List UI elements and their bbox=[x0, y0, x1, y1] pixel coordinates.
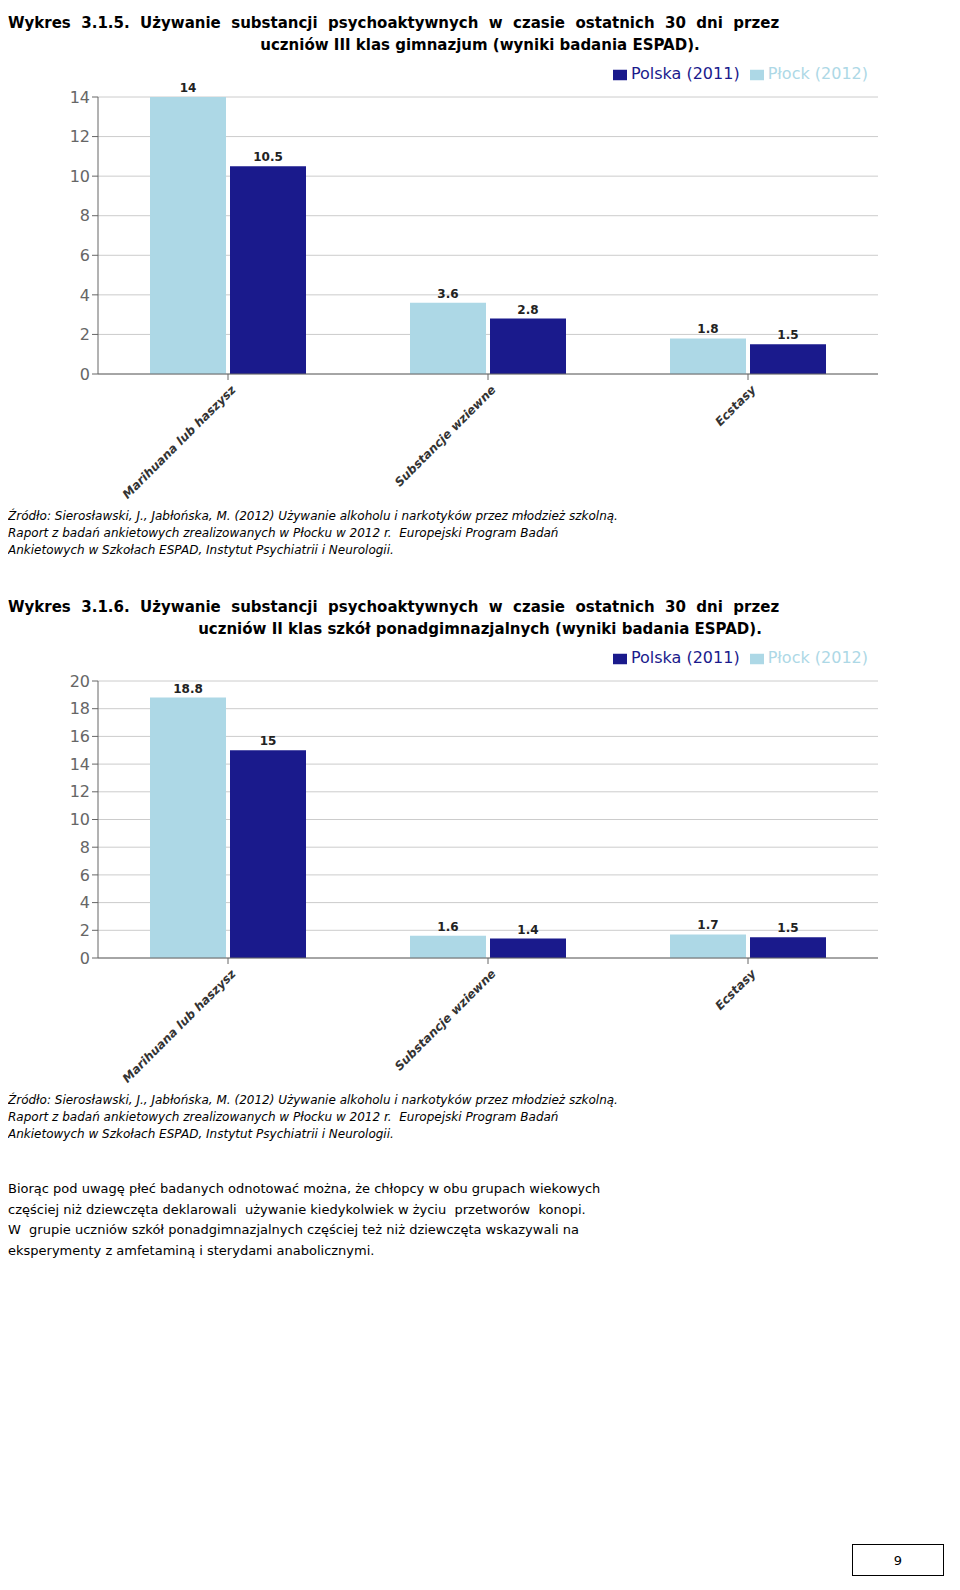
html-text:Płock (2012): Płock (2012) bbox=[767, 648, 868, 668]
svg-text:14: 14 bbox=[70, 755, 90, 774]
svg-text:Ecstasy: Ecstasy bbox=[712, 966, 759, 1013]
svg-text:10: 10 bbox=[70, 811, 90, 830]
html-text:eksperymenty z amfetaminą i st: eksperymenty z amfetaminą i sterydami an… bbox=[8, 1243, 375, 1259]
html-text:uczniów II klas szkół ponadgim: uczniów II klas szkół ponadgimnazjalnych… bbox=[198, 620, 762, 639]
svg-text:4: 4 bbox=[80, 286, 90, 305]
html-text:9: 9 bbox=[893, 1552, 903, 1568]
svg-text:Marihuana lub haszysz: Marihuana lub haszysz bbox=[120, 382, 240, 502]
svg-text:15: 15 bbox=[260, 735, 277, 749]
html-text:Wykres 3.1.6. Używanie substan: Wykres 3.1.6. Używanie substancji psycho… bbox=[8, 598, 780, 617]
svg-text:1.7: 1.7 bbox=[697, 919, 718, 933]
svg-text:3.6: 3.6 bbox=[437, 287, 458, 301]
html-text:Biorąc pod uwagę płeć badanych: Biorąc pod uwagę płeć badanych odnotować… bbox=[8, 1180, 601, 1196]
svg-text:1.5: 1.5 bbox=[777, 922, 798, 936]
svg-text:Ecstasy: Ecstasy bbox=[712, 382, 759, 429]
svg-text:1.5: 1.5 bbox=[777, 328, 798, 342]
html-text:Źródło: Sierosławski, J., Jabł: Źródło: Sierosławski, J., Jabłońska, M. … bbox=[8, 509, 618, 557]
html-text:uczniów III klas gimnazjum (wy: uczniów III klas gimnazjum (wyniki badan… bbox=[260, 36, 700, 54]
svg-text:14: 14 bbox=[70, 88, 90, 107]
svg-text:12: 12 bbox=[70, 783, 90, 802]
svg-text:0: 0 bbox=[80, 365, 90, 384]
svg-text:8: 8 bbox=[80, 838, 90, 857]
html-text:Polska (2011): Polska (2011) bbox=[630, 64, 740, 83]
svg-text:2.8: 2.8 bbox=[517, 303, 538, 317]
html-text:Źródło: Sierosławski, J., Jabł: Źródło: Sierosławski, J., Jabłońska, M. … bbox=[8, 1093, 618, 1141]
svg-text:1.4: 1.4 bbox=[517, 923, 538, 937]
svg-text:8: 8 bbox=[80, 206, 90, 225]
svg-text:16: 16 bbox=[70, 727, 90, 746]
svg-text:10: 10 bbox=[70, 167, 90, 186]
svg-text:0: 0 bbox=[80, 949, 90, 968]
svg-text:2: 2 bbox=[80, 921, 90, 940]
svg-text:Substancje wziewne: Substancje wziewne bbox=[392, 383, 499, 490]
html-text:W grupie uczniów szkół ponadgi: W grupie uczniów szkół ponadgimnazjalnyc… bbox=[8, 1222, 579, 1238]
svg-text:20: 20 bbox=[70, 672, 90, 691]
html-text:Płock (2012): Płock (2012) bbox=[767, 64, 868, 83]
html-text:Wykres 3.1.5. Używanie substan: Wykres 3.1.5. Używanie substancji psycho… bbox=[8, 14, 780, 32]
svg-text:18: 18 bbox=[70, 700, 90, 719]
svg-text:Marihuana lub haszysz: Marihuana lub haszysz bbox=[120, 966, 240, 1086]
svg-text:18.8: 18.8 bbox=[173, 682, 203, 696]
svg-text:12: 12 bbox=[70, 127, 90, 146]
svg-text:10.5: 10.5 bbox=[253, 150, 283, 164]
html-text:Polska (2011): Polska (2011) bbox=[630, 648, 740, 668]
svg-text:4: 4 bbox=[80, 894, 90, 913]
svg-text:2: 2 bbox=[80, 325, 90, 344]
svg-text:1.6: 1.6 bbox=[437, 920, 458, 934]
svg-text:6: 6 bbox=[80, 866, 90, 885]
svg-text:14: 14 bbox=[180, 81, 197, 95]
svg-text:1.8: 1.8 bbox=[697, 322, 718, 336]
svg-text:6: 6 bbox=[80, 246, 90, 265]
svg-text:Substancje wziewne: Substancje wziewne bbox=[392, 967, 499, 1074]
html-text:częściej niż dziewczęta deklar: częściej niż dziewczęta deklarowali używ… bbox=[8, 1201, 586, 1217]
